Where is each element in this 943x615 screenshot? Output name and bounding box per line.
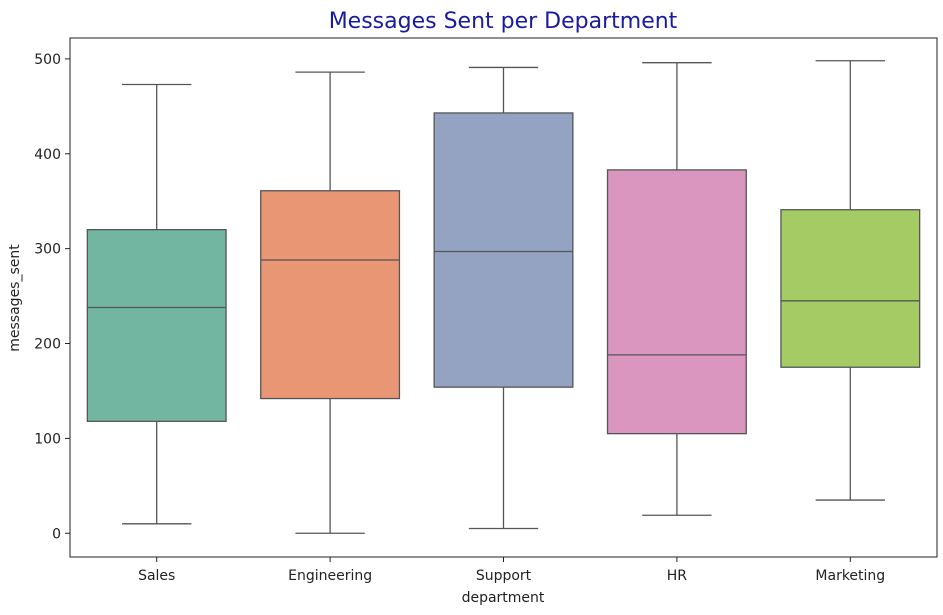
- box-iqr: [86, 229, 227, 422]
- x-tick-label: HR: [667, 568, 688, 584]
- y-tick-label: 200: [34, 337, 61, 353]
- box-marketing: [780, 60, 921, 501]
- y-tick-label: 400: [34, 147, 61, 163]
- box-hr: [606, 62, 747, 516]
- x-tick-label: Engineering: [288, 568, 372, 584]
- y-axis: 0 100 200 300 400 500: [34, 52, 70, 542]
- box-sales: [86, 83, 227, 525]
- x-axis: Sales Engineering Support HR Marketing: [138, 557, 885, 584]
- y-tick-label: 300: [34, 242, 61, 258]
- x-tick-label: Marketing: [815, 568, 885, 584]
- box-iqr: [606, 169, 747, 435]
- y-tick-label: 0: [52, 526, 61, 542]
- x-tick-label: Sales: [138, 568, 175, 584]
- chart-title: Messages Sent per Department: [329, 9, 678, 34]
- box-iqr: [433, 112, 574, 388]
- y-tick-label: 500: [34, 52, 61, 68]
- box-iqr: [780, 209, 921, 368]
- y-tick-label: 100: [34, 431, 61, 447]
- x-tick-label: Support: [476, 568, 532, 584]
- y-axis-label: messages_sent: [7, 244, 23, 352]
- box-engineering: [260, 71, 401, 534]
- box-iqr: [260, 190, 401, 400]
- boxes-group: [86, 60, 921, 534]
- box-support: [433, 66, 574, 530]
- x-axis-label: department: [462, 590, 545, 606]
